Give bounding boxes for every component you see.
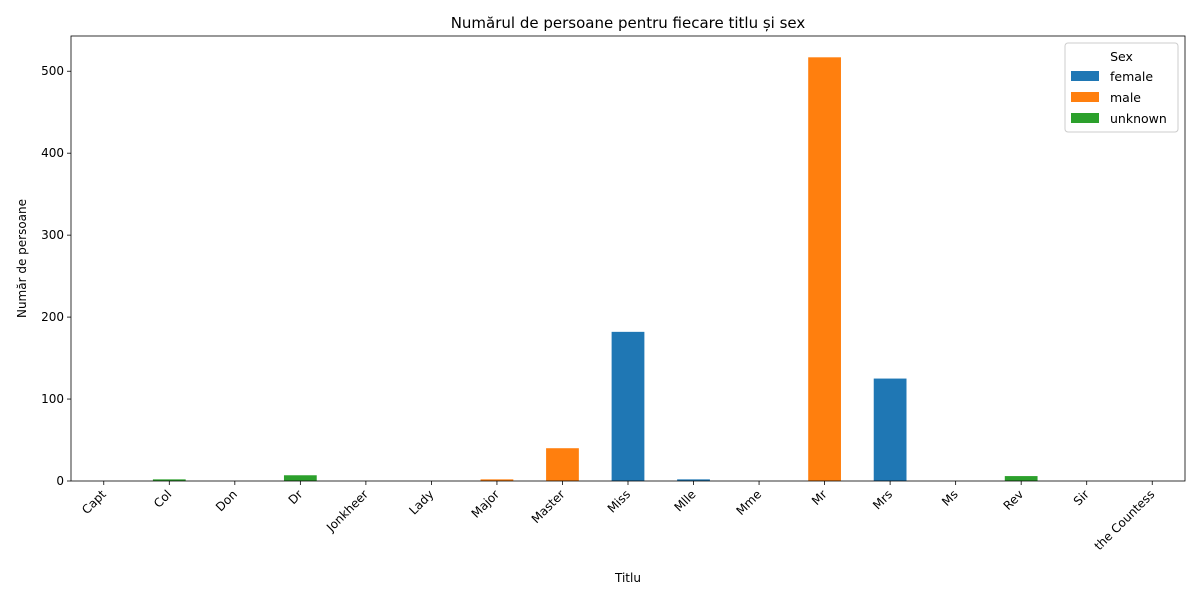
- legend: Sex female male unknown: [1064, 42, 1179, 133]
- legend-swatch-female: [1071, 71, 1099, 81]
- bars-group: [152, 57, 1038, 481]
- x-tick-label: Mme: [733, 487, 764, 518]
- x-tick-label: Miss: [605, 487, 633, 515]
- y-tick-label: 0: [56, 474, 64, 488]
- x-tick-label: Col: [151, 487, 174, 510]
- bar-male-master: [546, 448, 579, 481]
- legend-swatch-male: [1071, 92, 1099, 102]
- legend-box: [1064, 42, 1179, 133]
- chart-title: Numărul de persoane pentru fiecare titlu…: [451, 14, 806, 32]
- y-tick-label: 200: [41, 310, 64, 324]
- bar-female-mlle: [677, 479, 710, 481]
- bar-unknown-dr: [283, 475, 317, 481]
- x-tick-label: Ms: [939, 487, 961, 509]
- x-tick-label: Mr: [809, 487, 830, 508]
- bar-female-mrs: [873, 378, 907, 481]
- legend-label-female: female: [1110, 69, 1153, 84]
- y-axis-label: Număr de persoane: [15, 199, 29, 318]
- x-tick-label: Jonkheer: [323, 487, 371, 535]
- legend-label-unknown: unknown: [1110, 111, 1167, 126]
- x-tick-label: Don: [213, 487, 240, 514]
- x-tick-label: Mrs: [870, 487, 895, 512]
- y-axis: 0 100 200 300 400 500: [41, 64, 71, 488]
- x-tick-label: the Countess: [1092, 487, 1158, 553]
- x-axis: Capt Col Don Dr Jonkheer Lady Major Master Miss M…: [79, 481, 1157, 553]
- x-tick-label: Rev: [1001, 487, 1027, 513]
- y-tick-label: 400: [41, 146, 64, 160]
- x-tick-label: Mlle: [671, 487, 698, 514]
- x-tick-label: Lady: [406, 487, 436, 517]
- bar-female-miss: [611, 331, 645, 481]
- y-tick-label: 500: [41, 64, 64, 78]
- x-tick-label: Capt: [79, 487, 109, 517]
- x-tick-label: Master: [529, 487, 568, 526]
- x-tick-label: Sir: [1071, 487, 1092, 508]
- x-tick-label: Major: [469, 487, 503, 521]
- y-tick-label: 100: [41, 392, 64, 406]
- bar-male-major: [480, 479, 514, 481]
- x-tick-label: Dr: [286, 487, 306, 507]
- x-axis-label: Titlu: [614, 571, 641, 585]
- legend-title: Sex: [1110, 49, 1133, 64]
- legend-label-male: male: [1110, 90, 1141, 105]
- legend-swatch-unknown: [1071, 113, 1099, 123]
- bar-male-mr: [808, 57, 841, 481]
- y-tick-label: 300: [41, 228, 64, 242]
- bar-unknown-rev: [1004, 476, 1038, 481]
- bar-unknown-col: [152, 479, 186, 481]
